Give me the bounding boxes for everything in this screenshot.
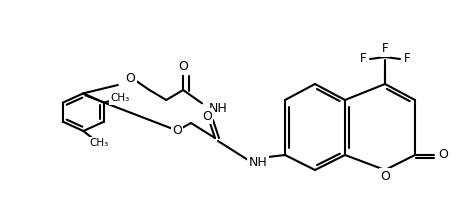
Text: F: F	[382, 43, 388, 56]
Text: O: O	[380, 169, 390, 182]
Text: NH: NH	[249, 155, 267, 169]
Text: O: O	[438, 149, 448, 161]
Text: F: F	[404, 52, 410, 66]
Text: F: F	[360, 52, 366, 66]
Text: CH₃: CH₃	[89, 138, 108, 148]
Text: O: O	[172, 124, 182, 138]
Text: O: O	[178, 60, 188, 73]
Text: O: O	[202, 109, 212, 122]
Text: NH: NH	[208, 102, 227, 115]
Text: O: O	[125, 72, 135, 85]
Text: CH₃: CH₃	[110, 93, 130, 103]
